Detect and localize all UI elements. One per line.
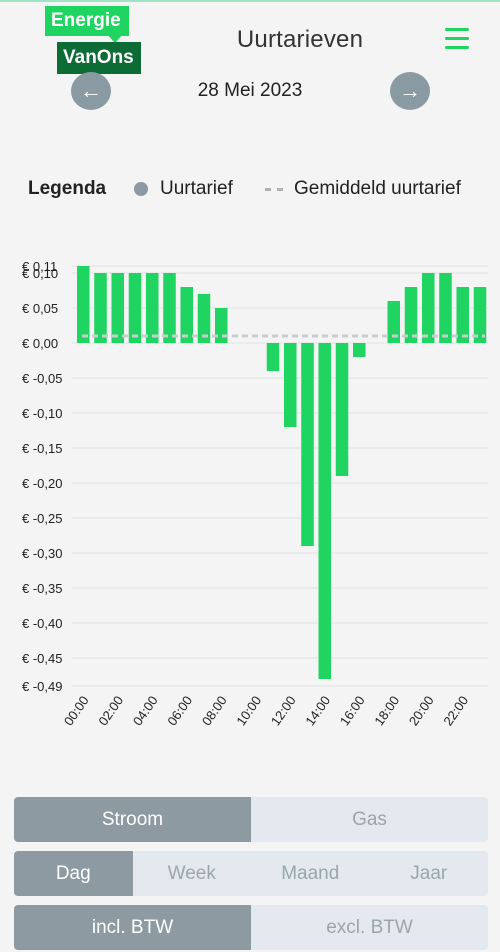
y-tick-label: € -0,35 [22,581,62,596]
menu-bar [445,46,469,49]
bar-14:00 [318,343,331,679]
bar-06:00 [180,287,193,343]
x-tick-label: 14:00 [302,693,333,728]
bar-18:00 [387,301,400,343]
logo-speech-tail [107,34,123,43]
y-tick-label: € -0,40 [22,616,62,631]
y-tick-label: € -0,10 [22,406,62,421]
x-tick-label: 00:00 [61,693,92,728]
logo-line2: VanOns [57,42,141,74]
legend-gemiddeld: Gemiddeld uurtarief [294,178,461,199]
x-tick-label: 02:00 [95,693,126,728]
x-tick-label: 22:00 [440,693,471,728]
bar-03:00 [128,273,142,343]
arrow-left-icon: ← [80,78,102,103]
chart-legend: Legenda Uurtarief Gemiddeld uurtarief [28,178,488,202]
toggle-incl-btw[interactable]: incl. BTW [14,905,251,950]
current-date: 28 Mei 2023 [197,80,303,101]
x-tick-label: 06:00 [164,693,195,728]
bar-07:00 [197,294,211,343]
bar-04:00 [146,273,159,343]
toggle-week[interactable]: Week [132,851,251,896]
bar-23:00 [473,287,487,343]
x-tick-label: 18:00 [371,693,402,728]
previous-day-button[interactable]: ← [71,72,111,110]
bar-22:00 [456,287,469,343]
toggle-stroom[interactable]: Stroom [14,797,251,842]
y-tick-label: € 0,00 [22,336,58,351]
y-tick-label: € 0,05 [22,301,58,316]
bar-21:00 [439,273,452,343]
x-tick-label: 20:00 [406,693,437,728]
hourly-price-chart: € 0,11€ 0,10 € 0,05 € 0,00 € -0,05 € -0,10 € … [22,259,488,728]
y-tick-label: € -0,45 [22,651,62,666]
bar-11:00 [266,343,280,371]
x-tick-label: 04:00 [130,693,161,728]
toggle-excl-btw[interactable]: excl. BTW [251,905,488,950]
toggle-maand[interactable]: Maand [251,851,370,896]
uurtarief-dot-icon [134,182,148,196]
bar-01:00 [94,273,107,343]
energy-type-toggle: Stroom Gas [14,797,488,842]
energie-vanons-logo: Energie VanOns [45,6,143,74]
y-tick-label: € 0,10 [22,266,58,281]
legend-title: Legenda [28,178,107,199]
toggle-dag[interactable]: Dag [14,851,133,896]
menu-bar [445,28,469,31]
x-tick-label: 10:00 [233,693,264,728]
bar-00:00 [77,266,90,343]
x-tick-label: 12:00 [268,693,299,728]
y-tick-label: € 0,11 [22,259,57,274]
bar-02:00 [111,273,124,343]
y-tick-label: € -0,49 [22,679,62,694]
arrow-right-icon: → [399,78,421,103]
x-tick-label: 16:00 [337,693,368,728]
period-toggle: Dag Week Maand Jaar [14,851,488,896]
bar-15:00 [335,343,349,476]
vat-toggle: incl. BTW excl. BTW [14,905,488,950]
top-accent-line [0,0,500,2]
hamburger-menu-icon[interactable] [445,28,471,50]
y-tick-label: € -0,25 [22,511,62,526]
y-tick-label: € -0,30 [22,546,62,561]
legend-uurtarief: Uurtarief [160,178,233,199]
x-tick-label: 08:00 [199,693,230,728]
menu-bar [445,37,469,40]
bar-20:00 [422,273,435,343]
y-tick-label: € -0,20 [22,476,62,491]
bar-12:00 [284,343,297,427]
bar-05:00 [163,273,176,343]
toggle-jaar[interactable]: Jaar [369,851,488,896]
page-title: Uurtarieven [236,26,364,53]
bar-08:00 [215,308,228,343]
bar-16:00 [353,343,366,357]
bar-13:00 [301,343,314,546]
y-tick-label: € -0,05 [22,371,62,386]
logo-line1: Energie [45,6,129,36]
toggle-gas[interactable]: Gas [251,797,488,842]
average-dash-icon [265,188,283,191]
y-tick-label: € -0,15 [22,441,62,456]
next-day-button[interactable]: → [390,72,430,110]
bar-19:00 [404,287,418,343]
